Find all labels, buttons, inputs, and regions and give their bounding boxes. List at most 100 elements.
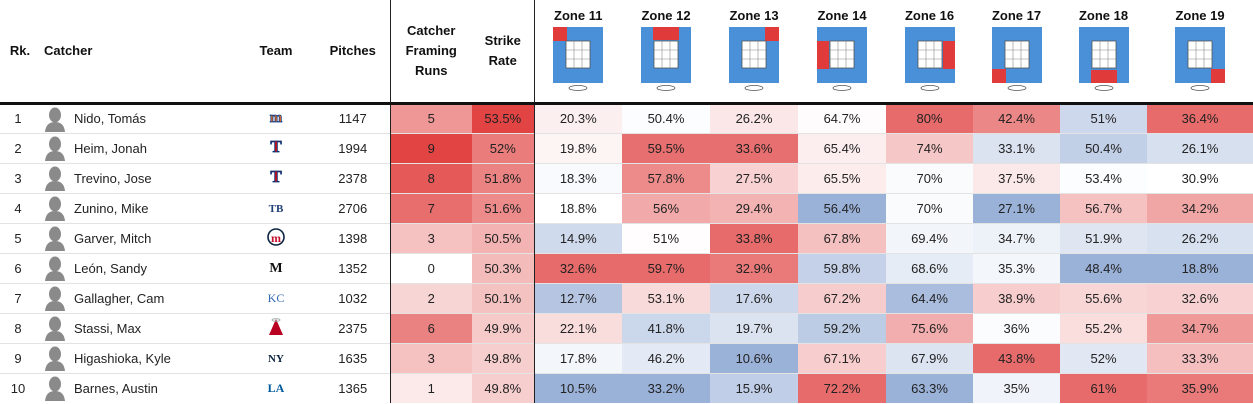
twins-logo-icon: m — [267, 227, 285, 246]
table-row[interactable]: 5 Garver, Mitch m 1398 3 50.5% 14.9% 51% 33.8% 67… — [0, 222, 1253, 253]
header-zone[interactable]: Zone 16 — [886, 0, 973, 103]
header-framing-runs[interactable]: Catcher Framing Runs — [389, 0, 472, 103]
header-zone[interactable]: Zone 13 — [710, 0, 798, 103]
yankees-logo-icon: NY — [268, 353, 284, 365]
strike-rate-cell: 53.5% — [472, 102, 534, 133]
header-team[interactable]: Team — [259, 43, 293, 59]
zone-rate-cell: 33.1% — [973, 132, 1060, 163]
header-zone[interactable]: Zone 12 — [622, 0, 710, 103]
player-avatar-icon — [45, 136, 65, 161]
rank-cell: 3 — [0, 162, 36, 193]
framing-runs-cell: 3 — [389, 222, 472, 253]
header-catcher[interactable]: Catcher — [44, 43, 93, 59]
zone-title: Zone 14 — [817, 8, 867, 23]
catcher-name-link[interactable]: Heim, Jonah — [74, 140, 147, 156]
framing-runs-cell: 7 — [389, 192, 472, 223]
zone-title: Zone 17 — [991, 8, 1042, 23]
zone-rate-cell: 59.2% — [798, 312, 886, 343]
svg-text:m: m — [271, 231, 281, 245]
strike-rate-cell: 51.8% — [472, 162, 534, 193]
table-row[interactable]: 3 Trevino, Jose T 2378 8 51.8% 18.3% 57.8% 27.5%… — [0, 162, 1253, 193]
framing-runs-cell: 3 — [389, 342, 472, 373]
zone-rate-cell: 67.9% — [886, 342, 973, 373]
header-zone[interactable]: Zone 17 — [973, 0, 1060, 103]
team-cell: NY — [236, 342, 316, 373]
zone-rate-cell: 38.9% — [973, 282, 1060, 313]
player-avatar-icon — [45, 226, 65, 251]
zone-rate-cell: 34.7% — [1147, 312, 1253, 343]
zone-rate-cell: 17.6% — [710, 282, 798, 313]
catcher-name-link[interactable]: Garver, Mitch — [74, 230, 152, 246]
zone-rate-cell: 19.8% — [533, 132, 622, 163]
table-row[interactable]: 7 Gallagher, Cam KC 1032 2 50.1% 12.7% 53.1% 17.… — [0, 282, 1253, 313]
header-zone[interactable]: Zone 19 — [1147, 0, 1253, 103]
zone-rate-cell: 52% — [1060, 342, 1147, 373]
rank-cell: 9 — [0, 342, 36, 373]
angels-logo-icon — [269, 317, 283, 335]
zone-rate-cell: 70% — [886, 162, 973, 193]
header-rank[interactable]: Rk. — [9, 43, 31, 59]
strike-rate-cell: 52% — [472, 132, 534, 163]
zone-rate-cell: 34.7% — [973, 222, 1060, 253]
table-header: Rk. Catcher Team Pitches Catcher Framing… — [0, 0, 1253, 103]
catcher-name-link[interactable]: Stassi, Max — [74, 320, 142, 336]
table-body: 1 Nido, Tomás m 1147 5 53.5% 20.3% 50.4% 26.2% 64… — [0, 102, 1253, 403]
catcher-name-link[interactable]: Barnes, Austin — [74, 380, 158, 396]
svg-text:KC: KC — [268, 291, 285, 305]
pitches-cell: 1994 — [316, 132, 390, 163]
zone-rate-cell: 69.4% — [886, 222, 973, 253]
table-row[interactable]: 2 Heim, Jonah T 1994 9 52% 19.8% 59.5% 33.6% 65.4… — [0, 132, 1253, 163]
table-row[interactable]: 4 Zunino, Mike TB 2706 7 51.6% 18.8% 56% 29.4% 56… — [0, 192, 1253, 223]
zone-diagram-icon — [729, 27, 779, 91]
zone-rate-cell: 36.4% — [1147, 102, 1253, 133]
table-row[interactable]: 10 Barnes, Austin LA 1365 1 49.8% 10.5% 33.2% 15… — [0, 372, 1253, 403]
zone-diagram-icon — [641, 27, 691, 91]
zone-rate-cell: 32.9% — [710, 252, 798, 283]
team-cell: T — [236, 162, 316, 193]
zone-rate-cell: 68.6% — [886, 252, 973, 283]
strike-rate-cell: 50.5% — [472, 222, 534, 253]
catcher-name-link[interactable]: León, Sandy — [74, 260, 148, 276]
pitches-cell: 2378 — [316, 162, 390, 193]
table-row[interactable]: 8 Stassi, Max 2375 6 49.9% 22.1% 41.8% 19.7% 59.… — [0, 312, 1253, 343]
zone-rate-cell: 35.3% — [973, 252, 1060, 283]
table-row[interactable]: 6 León, Sandy M 1352 0 50.3% 32.6% 59.7% 32.9% 59… — [0, 252, 1253, 283]
zone-rate-cell: 33.6% — [710, 132, 798, 163]
catcher-name-link[interactable]: Gallagher, Cam — [74, 290, 165, 306]
catcher-name-link[interactable]: Higashioka, Kyle — [74, 350, 171, 366]
header-zone[interactable]: Zone 14 — [798, 0, 886, 103]
zone-rate-cell: 70% — [886, 192, 973, 223]
header-pitches[interactable]: Pitches — [329, 43, 376, 59]
pitches-cell: 1352 — [316, 252, 390, 283]
svg-text:T: T — [270, 137, 282, 156]
framing-runs-cell: 6 — [389, 312, 472, 343]
catcher-cell: Barnes, Austin — [36, 372, 236, 403]
pitches-cell: 1398 — [316, 222, 390, 253]
catcher-name-link[interactable]: Trevino, Jose — [74, 170, 152, 186]
rangers-logo-icon: T — [270, 137, 283, 156]
pitches-cell: 1635 — [316, 342, 390, 373]
zone-rate-cell: 35% — [973, 372, 1060, 403]
table-row[interactable]: 9 Higashioka, Kyle NY 1635 3 49.8% 17.8% 46.2% 1… — [0, 342, 1253, 373]
strike-rate-cell: 50.3% — [472, 252, 534, 283]
zone-rate-cell: 10.5% — [533, 372, 622, 403]
header-zone[interactable]: Zone 18 — [1060, 0, 1147, 103]
strike-rate-cell: 49.8% — [472, 372, 534, 403]
catcher-name-link[interactable]: Nido, Tomás — [74, 111, 147, 126]
zone-diagram-icon — [1078, 27, 1129, 91]
rank-cell: 10 — [0, 372, 36, 403]
table-row[interactable]: 1 Nido, Tomás m 1147 5 53.5% 20.3% 50.4% 26.2% 64… — [0, 102, 1253, 133]
pitches-cell: 1147 — [316, 102, 390, 133]
zone-rate-cell: 65.4% — [798, 132, 886, 163]
catcher-name-link[interactable]: Zunino, Mike — [74, 200, 149, 216]
rays-logo-icon: TB — [269, 203, 284, 215]
framing-runs-cell: 9 — [389, 132, 472, 163]
header-strike-rate[interactable]: Strike Rate — [484, 32, 521, 68]
zone-rate-cell: 67.8% — [798, 222, 886, 253]
zone-rate-cell: 65.5% — [798, 162, 886, 193]
zone-rate-cell: 35.9% — [1147, 372, 1253, 403]
header-zone[interactable]: Zone 11 — [533, 0, 622, 103]
catcher-cell: Trevino, Jose — [36, 162, 236, 193]
zone-rate-cell: 15.9% — [710, 372, 798, 403]
